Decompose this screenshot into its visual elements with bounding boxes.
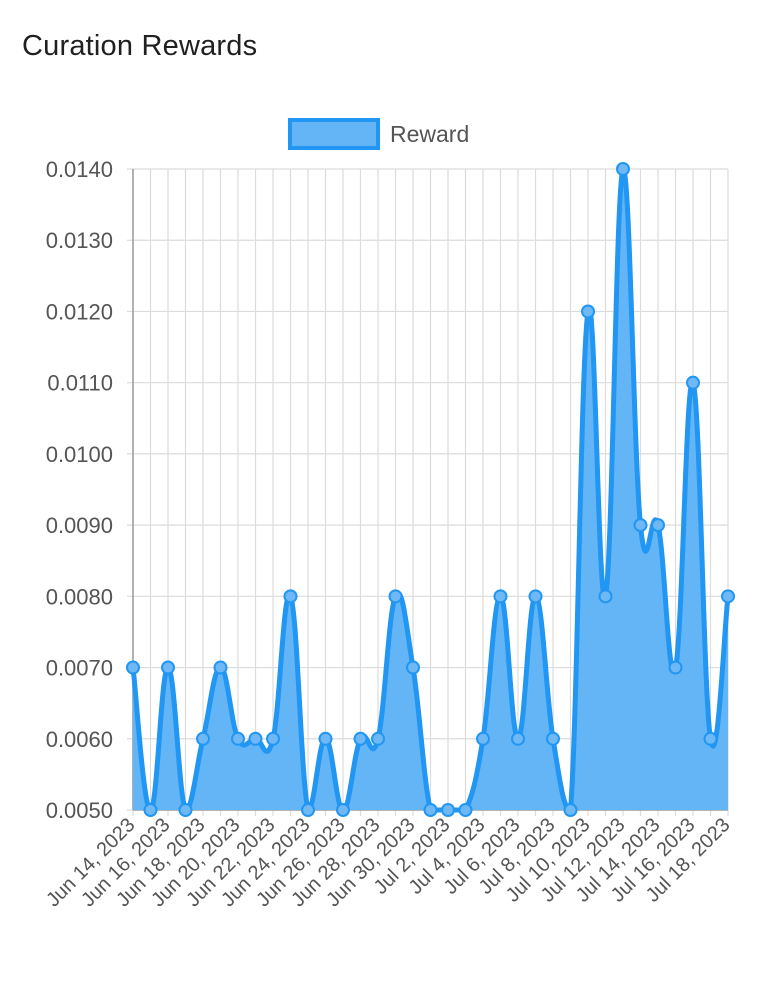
data-point[interactable]: [511, 731, 525, 746]
y-tick-label: 0.0090: [46, 513, 113, 538]
data-point[interactable]: [126, 660, 140, 675]
data-point[interactable]: [196, 731, 210, 746]
data-point[interactable]: [318, 731, 333, 746]
y-tick-label: 0.0080: [46, 584, 113, 609]
data-point[interactable]: [528, 589, 543, 604]
data-point[interactable]: [266, 731, 280, 746]
data-point[interactable]: [283, 589, 298, 604]
y-tick-label: 0.0110: [47, 371, 113, 396]
data-point[interactable]: [231, 731, 245, 746]
y-axis-ticks: 0.0050 0.0060 0.0070 0.0080 0.0090 0.0100 0.01…: [46, 157, 113, 823]
y-tick-label: 0.0140: [46, 157, 113, 182]
y-tick-label: 0.0120: [46, 299, 113, 324]
legend-swatch-reward[interactable]: [288, 118, 380, 150]
data-point[interactable]: [143, 803, 158, 817]
data-point[interactable]: [686, 375, 700, 390]
data-point[interactable]: [406, 660, 420, 675]
data-point[interactable]: [213, 660, 228, 675]
legend-label-reward[interactable]: Reward: [390, 121, 469, 147]
data-point[interactable]: [668, 660, 683, 675]
data-point[interactable]: [633, 518, 648, 533]
data-point[interactable]: [598, 589, 613, 604]
data-point[interactable]: [388, 589, 403, 604]
data-point[interactable]: [458, 803, 473, 817]
data-point[interactable]: [651, 518, 665, 533]
data-point[interactable]: [476, 731, 490, 746]
data-point[interactable]: [353, 731, 368, 746]
data-point[interactable]: [703, 731, 718, 746]
data-point[interactable]: [441, 803, 455, 817]
data-point[interactable]: [423, 803, 438, 817]
data-point[interactable]: [301, 803, 315, 817]
data-point[interactable]: [178, 803, 193, 817]
data-point[interactable]: [248, 731, 263, 746]
data-point[interactable]: [616, 162, 630, 176]
data-points: [126, 162, 735, 817]
series-fill-reward: [133, 168, 728, 810]
data-point[interactable]: [371, 731, 385, 746]
data-point[interactable]: [493, 589, 508, 604]
data-point[interactable]: [546, 731, 560, 746]
data-point[interactable]: [336, 803, 350, 817]
y-tick-label: 0.0130: [46, 228, 113, 253]
y-tick-label: 0.0070: [46, 656, 113, 681]
legend[interactable]: Reward: [288, 118, 469, 150]
page-title: Curation Rewards: [22, 30, 258, 62]
data-point[interactable]: [721, 589, 735, 604]
data-point[interactable]: [563, 803, 578, 817]
y-tick-label: 0.0050: [46, 798, 113, 823]
y-tick-label: 0.0100: [46, 442, 113, 467]
data-point[interactable]: [581, 304, 595, 319]
y-tick-label: 0.0060: [46, 727, 113, 752]
data-point[interactable]: [161, 660, 175, 675]
